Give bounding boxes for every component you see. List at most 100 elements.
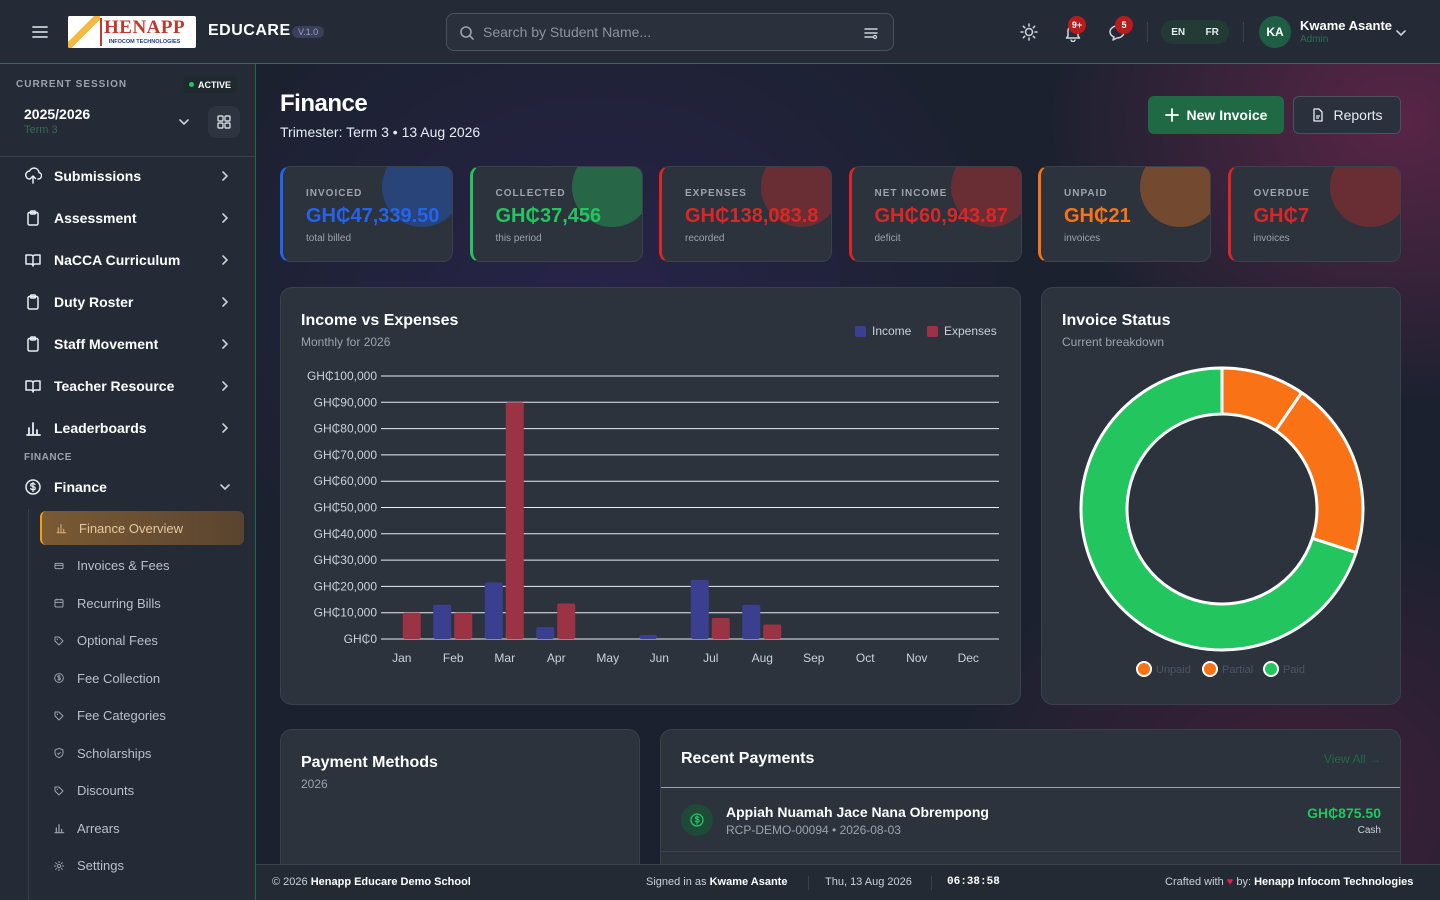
stat-card-net-income[interactable]: NET INCOME GH₵60,943.87 deficit <box>848 166 1022 262</box>
bar-expenses-apr[interactable] <box>557 603 576 639</box>
sidebar-subitem-settings[interactable]: Settings <box>40 849 244 883</box>
view-all-link[interactable]: View All → <box>1323 752 1381 766</box>
bar-income-aug[interactable] <box>742 604 761 639</box>
messages-icon[interactable] <box>1107 22 1127 42</box>
stat-decor-circle <box>1140 167 1210 227</box>
bar-expenses-jan[interactable] <box>402 612 421 639</box>
sidebar-item-label: Duty Roster <box>54 294 134 310</box>
sidebar-item-finance[interactable]: Finance <box>0 467 255 507</box>
chevron-down-icon <box>220 484 230 491</box>
theme-sun-icon[interactable] <box>1019 22 1039 42</box>
chevron-down-icon[interactable] <box>1394 26 1408 40</box>
chevron-down-icon[interactable] <box>176 114 192 130</box>
footer-signed-in: Signed in as Kwame Asante <box>646 876 787 888</box>
shield-icon <box>54 747 64 759</box>
x-tick-label: Jun <box>650 651 669 665</box>
company-name[interactable]: Henapp Infocom Technologies <box>1254 876 1414 888</box>
bar-expenses-aug[interactable] <box>763 624 782 639</box>
donut-slice-partial[interactable] <box>1220 366 1365 555</box>
sidebar-item-duty-roster[interactable]: Duty Roster <box>0 282 255 322</box>
bar-chart-icon <box>26 422 41 436</box>
reports-button[interactable]: Reports <box>1293 96 1401 134</box>
bar-expenses-feb[interactable] <box>454 612 473 639</box>
hamburger-menu-icon[interactable] <box>30 22 50 42</box>
sidebar-subitem-label: Finance Overview <box>79 520 184 536</box>
stat-card-overdue[interactable]: OVERDUE GH₵7 invoices <box>1227 166 1401 262</box>
donut-slice-paid[interactable] <box>1079 366 1358 652</box>
stat-card-expenses[interactable]: EXPENSES GH₵138,083.8 recorded <box>659 166 832 262</box>
chevron-right-icon <box>222 297 229 307</box>
chevron-right-icon <box>222 255 229 265</box>
sidebar-subitem-fee-categories[interactable]: Fee Categories <box>40 699 244 733</box>
book-icon <box>25 380 41 393</box>
sidebar-item-label: NaCCA Curriculum <box>54 252 181 268</box>
sidebar-subitem-fee-collection[interactable]: Fee Collection <box>40 661 244 695</box>
sidebar-subitem-invoices-fees[interactable]: Invoices & Fees <box>40 549 244 583</box>
stat-label: UNPAID <box>1064 188 1108 199</box>
messages-badge: 5 <box>1115 16 1133 34</box>
chevron-right-icon <box>222 423 229 433</box>
henapp-logo[interactable]: HENAPP INFOCOM TECHNOLOGIES <box>68 16 196 48</box>
avatar[interactable]: KA <box>1259 16 1291 48</box>
stat-sub: recorded <box>685 233 725 244</box>
tag-icon <box>54 711 64 720</box>
sidebar-subitem-discounts[interactable]: Discounts <box>40 774 244 808</box>
user-name[interactable]: Kwame Asante <box>1300 18 1392 33</box>
bar-income-mar[interactable] <box>484 582 503 639</box>
document-icon <box>1313 108 1324 122</box>
sidebar-subitem-finance-overview[interactable]: Finance Overview <box>40 511 244 545</box>
sidebar-item-nacca-curriculum[interactable]: NaCCA Curriculum <box>0 240 255 280</box>
sidebar-subitem-arrears[interactable]: Arrears <box>40 811 244 845</box>
legend-expenses[interactable]: Expenses <box>927 324 997 338</box>
filter-icon[interactable] <box>863 25 879 41</box>
heart-icon: ♥ <box>1226 876 1234 888</box>
x-tick-label: Mar <box>494 651 515 665</box>
sidebar-subitem-optional-fees[interactable]: Optional Fees <box>40 624 244 658</box>
stat-card-invoiced[interactable]: INVOICED GH₵47,339.50 total billed <box>280 166 453 262</box>
sidebar-item-teacher-resource[interactable]: Teacher Resource <box>0 366 255 406</box>
topbar-divider <box>1243 22 1244 42</box>
bar-expenses-mar[interactable] <box>505 402 524 639</box>
lang-fr-button[interactable]: FR <box>1205 26 1219 38</box>
stat-label: INVOICED <box>306 188 363 199</box>
footer-divider <box>931 876 932 890</box>
bar-income-jun[interactable] <box>639 635 658 639</box>
legend-partial-dot[interactable] <box>1202 661 1218 677</box>
legend-paid-dot[interactable] <box>1263 661 1279 677</box>
legend-income[interactable]: Income <box>855 324 911 338</box>
apps-grid-button[interactable] <box>208 106 240 138</box>
stat-card-collected[interactable]: COLLECTED GH₵37,456 this period <box>469 166 643 262</box>
session-selector[interactable]: 2025/2026 Term 3 <box>12 102 200 142</box>
tag-icon <box>54 786 64 795</box>
legend-expenses-swatch <box>927 325 938 337</box>
search-input[interactable] <box>483 14 853 50</box>
stat-sub: this period <box>495 233 542 244</box>
sidebar-subitem-recurring-bills[interactable]: Recurring Bills <box>40 586 244 620</box>
sidebar-item-assessment[interactable]: Assessment <box>0 198 255 238</box>
stat-label: NET INCOME <box>874 188 948 199</box>
chevron-right-icon <box>222 213 229 223</box>
lang-en-button[interactable]: EN <box>1171 26 1186 38</box>
session-term: Term 3 <box>24 124 58 136</box>
stat-value: GH₵37,456 <box>495 205 602 227</box>
legend-unpaid-dot[interactable] <box>1136 661 1152 677</box>
table-row[interactable]: Appiah Nuamah Jace Nana Obrempong RCP-DE… <box>661 788 1400 852</box>
session-year: 2025/2026 <box>24 106 91 122</box>
version-badge: V.1.0 <box>292 26 325 38</box>
y-tick-label: GH₵90,000 <box>314 395 378 409</box>
chevron-right-icon <box>222 381 229 391</box>
bar-expenses-jul[interactable] <box>711 617 730 639</box>
sidebar-item-leaderboards[interactable]: Leaderboards <box>0 408 255 448</box>
bar-income-feb[interactable] <box>433 604 452 639</box>
sidebar-item-submissions[interactable]: Submissions <box>0 156 255 196</box>
sidebar-item-staff-movement[interactable]: Staff Movement <box>0 324 255 364</box>
bar-income-jul[interactable] <box>690 579 709 639</box>
session-status-text: ACTIVE <box>198 79 232 90</box>
new-invoice-button[interactable]: New Invoice <box>1148 96 1284 134</box>
recent-payments-title: Recent Payments <box>681 750 815 767</box>
sidebar-subitem-label: Arrears <box>77 820 120 836</box>
bar-income-apr[interactable] <box>536 627 555 639</box>
logo-subtext: INFOCOM TECHNOLOGIES <box>108 39 181 45</box>
sidebar-subitem-scholarships[interactable]: Scholarships <box>40 736 244 770</box>
stat-card-unpaid[interactable]: UNPAID GH₵21 invoices <box>1038 166 1211 262</box>
